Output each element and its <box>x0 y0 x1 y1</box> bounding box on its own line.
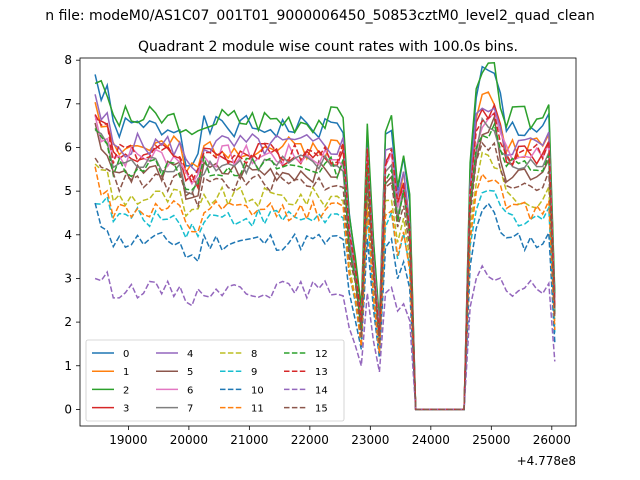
series-line-2 <box>94 62 556 411</box>
legend-label: 10 <box>251 385 264 396</box>
y-tick-label: 4 <box>64 228 72 242</box>
x-tick-label: 25000 <box>472 433 510 447</box>
x-tick-label: 22000 <box>291 433 329 447</box>
legend-label: 6 <box>187 385 193 396</box>
legend-box <box>85 339 345 422</box>
legend-label: 1 <box>123 367 129 378</box>
series-line-12 <box>94 121 556 411</box>
series-line-13 <box>94 112 556 411</box>
legend-label: 7 <box>187 404 193 415</box>
series-line-10 <box>94 202 556 411</box>
plot-lines <box>94 62 556 411</box>
legend-label: 4 <box>187 349 193 360</box>
y-tick-label: 8 <box>64 53 72 67</box>
series-line-11 <box>94 166 556 411</box>
x-tick-label: 21000 <box>230 433 268 447</box>
legend-label: 3 <box>123 404 129 415</box>
series-line-5 <box>94 114 556 411</box>
series-line-8 <box>94 151 556 411</box>
x-tick-label: 19000 <box>109 433 147 447</box>
series-line-0 <box>94 65 556 411</box>
axes-frame <box>79 57 577 427</box>
x-axis-ticks: 19000 20000 21000 22000 23000 24000 25000 26000 <box>109 426 571 447</box>
y-tick-label: 3 <box>64 271 72 285</box>
legend-label: 14 <box>315 385 328 396</box>
y-tick-label: 5 <box>64 184 72 198</box>
legend-label: 12 <box>315 349 328 360</box>
y-tick-label: 2 <box>64 315 72 329</box>
chart-title: Quadrant 2 module wise count rates with … <box>138 39 518 55</box>
x-tick-label: 24000 <box>412 433 450 447</box>
legend-label: 13 <box>315 367 328 378</box>
series-line-7 <box>94 116 556 411</box>
series-line-3 <box>94 102 556 411</box>
series-line-9 <box>95 189 556 411</box>
legend-label: 9 <box>251 367 257 378</box>
legend-label: 2 <box>123 385 129 396</box>
y-axis-ticks: 0 1 2 3 4 5 6 7 8 <box>64 53 80 416</box>
x-tick-label: 20000 <box>170 433 208 447</box>
y-tick-label: 1 <box>64 359 72 373</box>
x-tick-label: 26000 <box>533 433 571 447</box>
series-line-14 <box>94 264 556 411</box>
legend-label: 0 <box>123 349 129 360</box>
legend-label: 11 <box>251 404 264 415</box>
x-tick-label: 23000 <box>351 433 389 447</box>
legend-label: 15 <box>315 404 328 415</box>
y-tick-label: 7 <box>64 97 72 111</box>
legend-label: 8 <box>251 349 257 360</box>
y-tick-label: 6 <box>64 140 72 154</box>
figure-suptitle: n file: modeM0/AS1C07_001T01_9000006450_… <box>45 8 594 24</box>
x-axis-offset-label: +4.778e8 <box>517 454 576 468</box>
y-tick-label: 0 <box>64 402 72 416</box>
legend-label: 5 <box>187 367 193 378</box>
series-line-15 <box>94 141 556 411</box>
